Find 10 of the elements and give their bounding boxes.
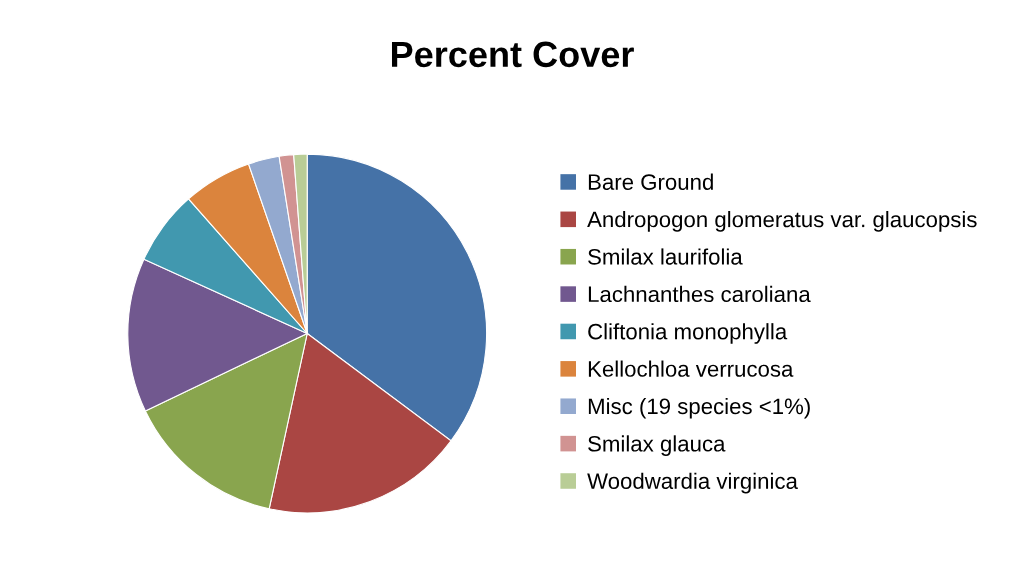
legend-label: Bare Ground	[588, 173, 713, 190]
legend-label: Woodwardia virginica	[587, 472, 798, 494]
legend-label: Cliftonia monophylla	[588, 323, 788, 344]
legend-label: Misc (19 species <1%)	[588, 397, 810, 419]
legend-label: Lachnanthes caroliana	[588, 285, 811, 303]
legend-label: Andropogon glomeratus var. glaucopsis	[587, 211, 977, 232]
chart-title: Percent Cover	[391, 41, 634, 68]
legend-label: Smilax laurifolia	[588, 248, 743, 265]
legend-label: Smilax glauca	[588, 435, 726, 456]
legend-label: Kellochloa verrucosa	[588, 360, 794, 377]
